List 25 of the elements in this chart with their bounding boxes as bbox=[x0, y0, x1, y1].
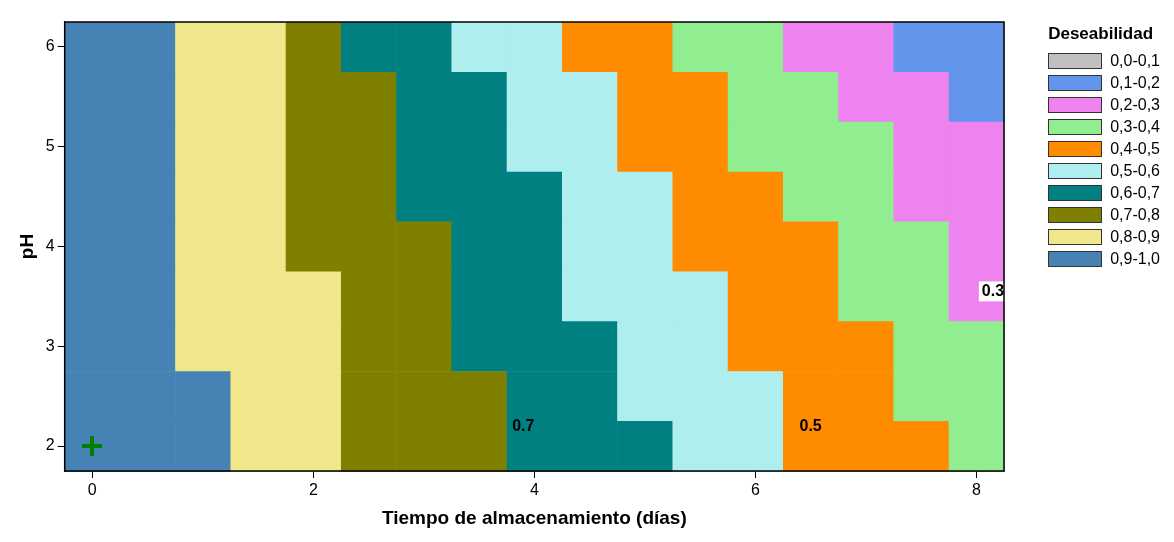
x-tick-label: 8 bbox=[971, 481, 981, 499]
y-tick-label: 4 bbox=[45, 236, 55, 254]
color-bar-label: 0,4-0,5 bbox=[1110, 140, 1160, 158]
annotation: 0.7 bbox=[512, 416, 535, 434]
legend-title: Deseabilidad bbox=[1048, 24, 1155, 44]
x-axis-title: Tiempo de almacenamiento (días) bbox=[381, 506, 687, 528]
color-bar-label: 0,9-1,0 bbox=[1110, 250, 1160, 268]
y-tick-label: 2 bbox=[45, 436, 55, 454]
color-bar-label: 0,2-0,3 bbox=[1110, 96, 1160, 114]
color-bar-label: 0,3-0,4 bbox=[1110, 118, 1160, 136]
x-tick-label: 6 bbox=[750, 481, 760, 499]
color-bar-label: 0,6-0,7 bbox=[1110, 184, 1160, 202]
y-tick-label: 5 bbox=[45, 137, 55, 155]
y-axis-title: pH bbox=[15, 233, 37, 260]
annotation: 0.5 bbox=[799, 416, 822, 434]
color-bar-label: 0,1-0,2 bbox=[1110, 74, 1160, 92]
x-tick-label: 2 bbox=[308, 481, 318, 499]
x-tick-label: 4 bbox=[529, 481, 539, 499]
color-bar-label: 0,8-0,9 bbox=[1110, 228, 1160, 246]
color-bar-label: 0,5-0,6 bbox=[1110, 162, 1160, 180]
y-tick-label: 3 bbox=[45, 336, 55, 354]
y-tick-label: 6 bbox=[45, 37, 55, 55]
color-bar-label: 0,7-0,8 bbox=[1110, 206, 1160, 224]
color-bar-label: 0,0-0,1 bbox=[1110, 52, 1160, 70]
x-tick-label: 0 bbox=[87, 481, 97, 499]
